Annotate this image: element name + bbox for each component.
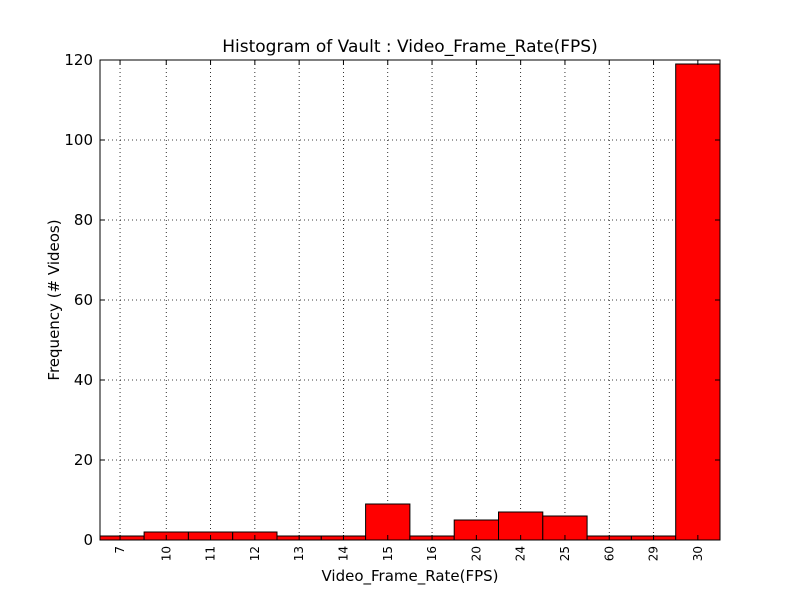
bar-30: [675, 63, 721, 541]
xtick-label-7: 7: [113, 546, 127, 554]
ticks: 0 20 40 60 80 100 120 7 10 11 12 13 14 15 16 20 24 25 60 29…: [64, 51, 720, 561]
xtick-label-29: 29: [647, 546, 661, 561]
ytick-label-80: 80: [74, 211, 93, 229]
xtick-label-30: 30: [691, 546, 705, 561]
bars: [99, 63, 721, 541]
ytick-label-60: 60: [74, 291, 93, 309]
chart-title: Histogram of Vault : Video_Frame_Rate(FP…: [222, 37, 597, 57]
ytick-label-40: 40: [74, 371, 93, 389]
grid: [100, 60, 720, 540]
ytick-label-120: 120: [64, 51, 93, 69]
xtick-label-12: 12: [248, 546, 262, 561]
bar-7: [99, 535, 145, 541]
xtick-label-16: 16: [425, 546, 439, 561]
bar-15: [365, 503, 411, 541]
xtick-label-15: 15: [381, 546, 395, 561]
xtick-label-10: 10: [159, 546, 173, 561]
ytick-label-100: 100: [64, 131, 93, 149]
xtick-label-25: 25: [558, 546, 572, 561]
xtick-label-13: 13: [292, 546, 306, 561]
x-axis-label: Video_Frame_Rate(FPS): [321, 567, 498, 586]
xtick-label-11: 11: [204, 546, 218, 561]
xtick-label-24: 24: [514, 546, 528, 561]
xtick-label-20: 20: [469, 546, 483, 561]
ytick-label-20: 20: [74, 451, 93, 469]
xtick-label-60: 60: [602, 546, 616, 561]
ytick-label-0: 0: [83, 531, 93, 549]
y-axis-label: Frequency (# Videos): [45, 219, 63, 380]
xtick-label-14: 14: [336, 546, 350, 561]
